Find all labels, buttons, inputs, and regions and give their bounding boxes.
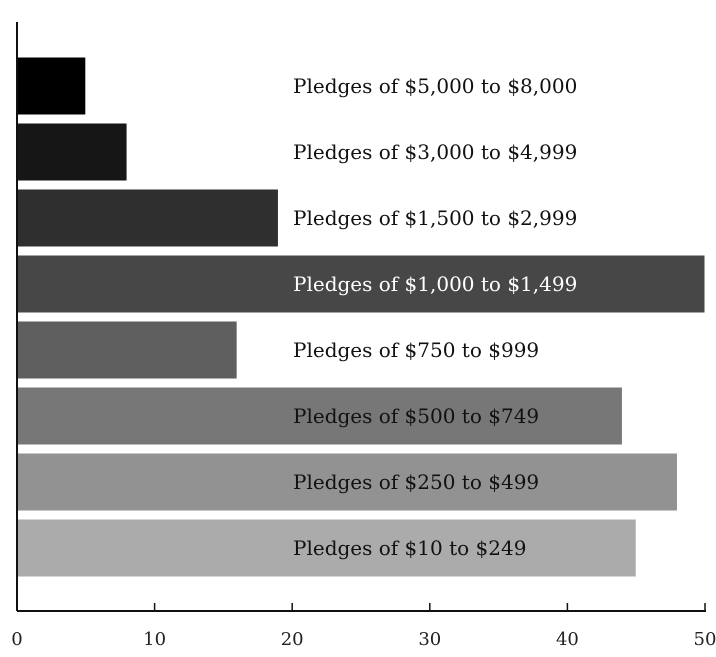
bar-group: Pledges of $10 to $249 (16, 518, 637, 578)
bar (16, 188, 279, 248)
x-tick-label: 10 (143, 629, 166, 650)
bar-label: Pledges of $750 to $999 (293, 338, 539, 362)
bars-layer: Pledges of $5,000 to $8,000 Pledges of $3… (16, 56, 706, 578)
bar-group: Pledges of $250 to $499 (16, 452, 678, 512)
bar (16, 254, 706, 314)
bar (16, 452, 678, 512)
bar-label: Pledges of $10 to $249 (293, 536, 526, 560)
bar-group: Pledges of $5,000 to $8,000 (16, 56, 577, 116)
bar-group: Pledges of $750 to $999 (16, 320, 539, 380)
bar-label: Pledges of $5,000 to $8,000 (293, 74, 577, 98)
bar (16, 518, 637, 578)
bar-group: Pledges of $500 to $749 (16, 386, 623, 446)
x-ticks: 0 10 20 30 40 50 (11, 603, 716, 650)
x-tick-label: 40 (556, 629, 579, 650)
bar-label: Pledges of $1,500 to $2,999 (293, 206, 577, 230)
bar-group: Pledges of $1,000 to $1,499 (16, 254, 706, 314)
bar-group: Pledges of $3,000 to $4,999 (16, 122, 577, 182)
bar (16, 56, 87, 116)
bar-label: Pledges of $500 to $749 (293, 404, 539, 428)
bar-label: Pledges of $3,000 to $4,999 (293, 140, 577, 164)
bar (16, 122, 128, 182)
bar (16, 320, 238, 380)
x-tick-label: 30 (418, 629, 441, 650)
bar-label: Pledges of $250 to $499 (293, 470, 539, 494)
x-tick-label: 20 (281, 629, 304, 650)
bar-group: Pledges of $1,500 to $2,999 (16, 188, 577, 248)
x-tick-label: 0 (11, 629, 22, 650)
x-tick-label: 50 (694, 629, 716, 650)
bar (16, 386, 623, 446)
bar-label: Pledges of $1,000 to $1,499 (293, 272, 577, 296)
